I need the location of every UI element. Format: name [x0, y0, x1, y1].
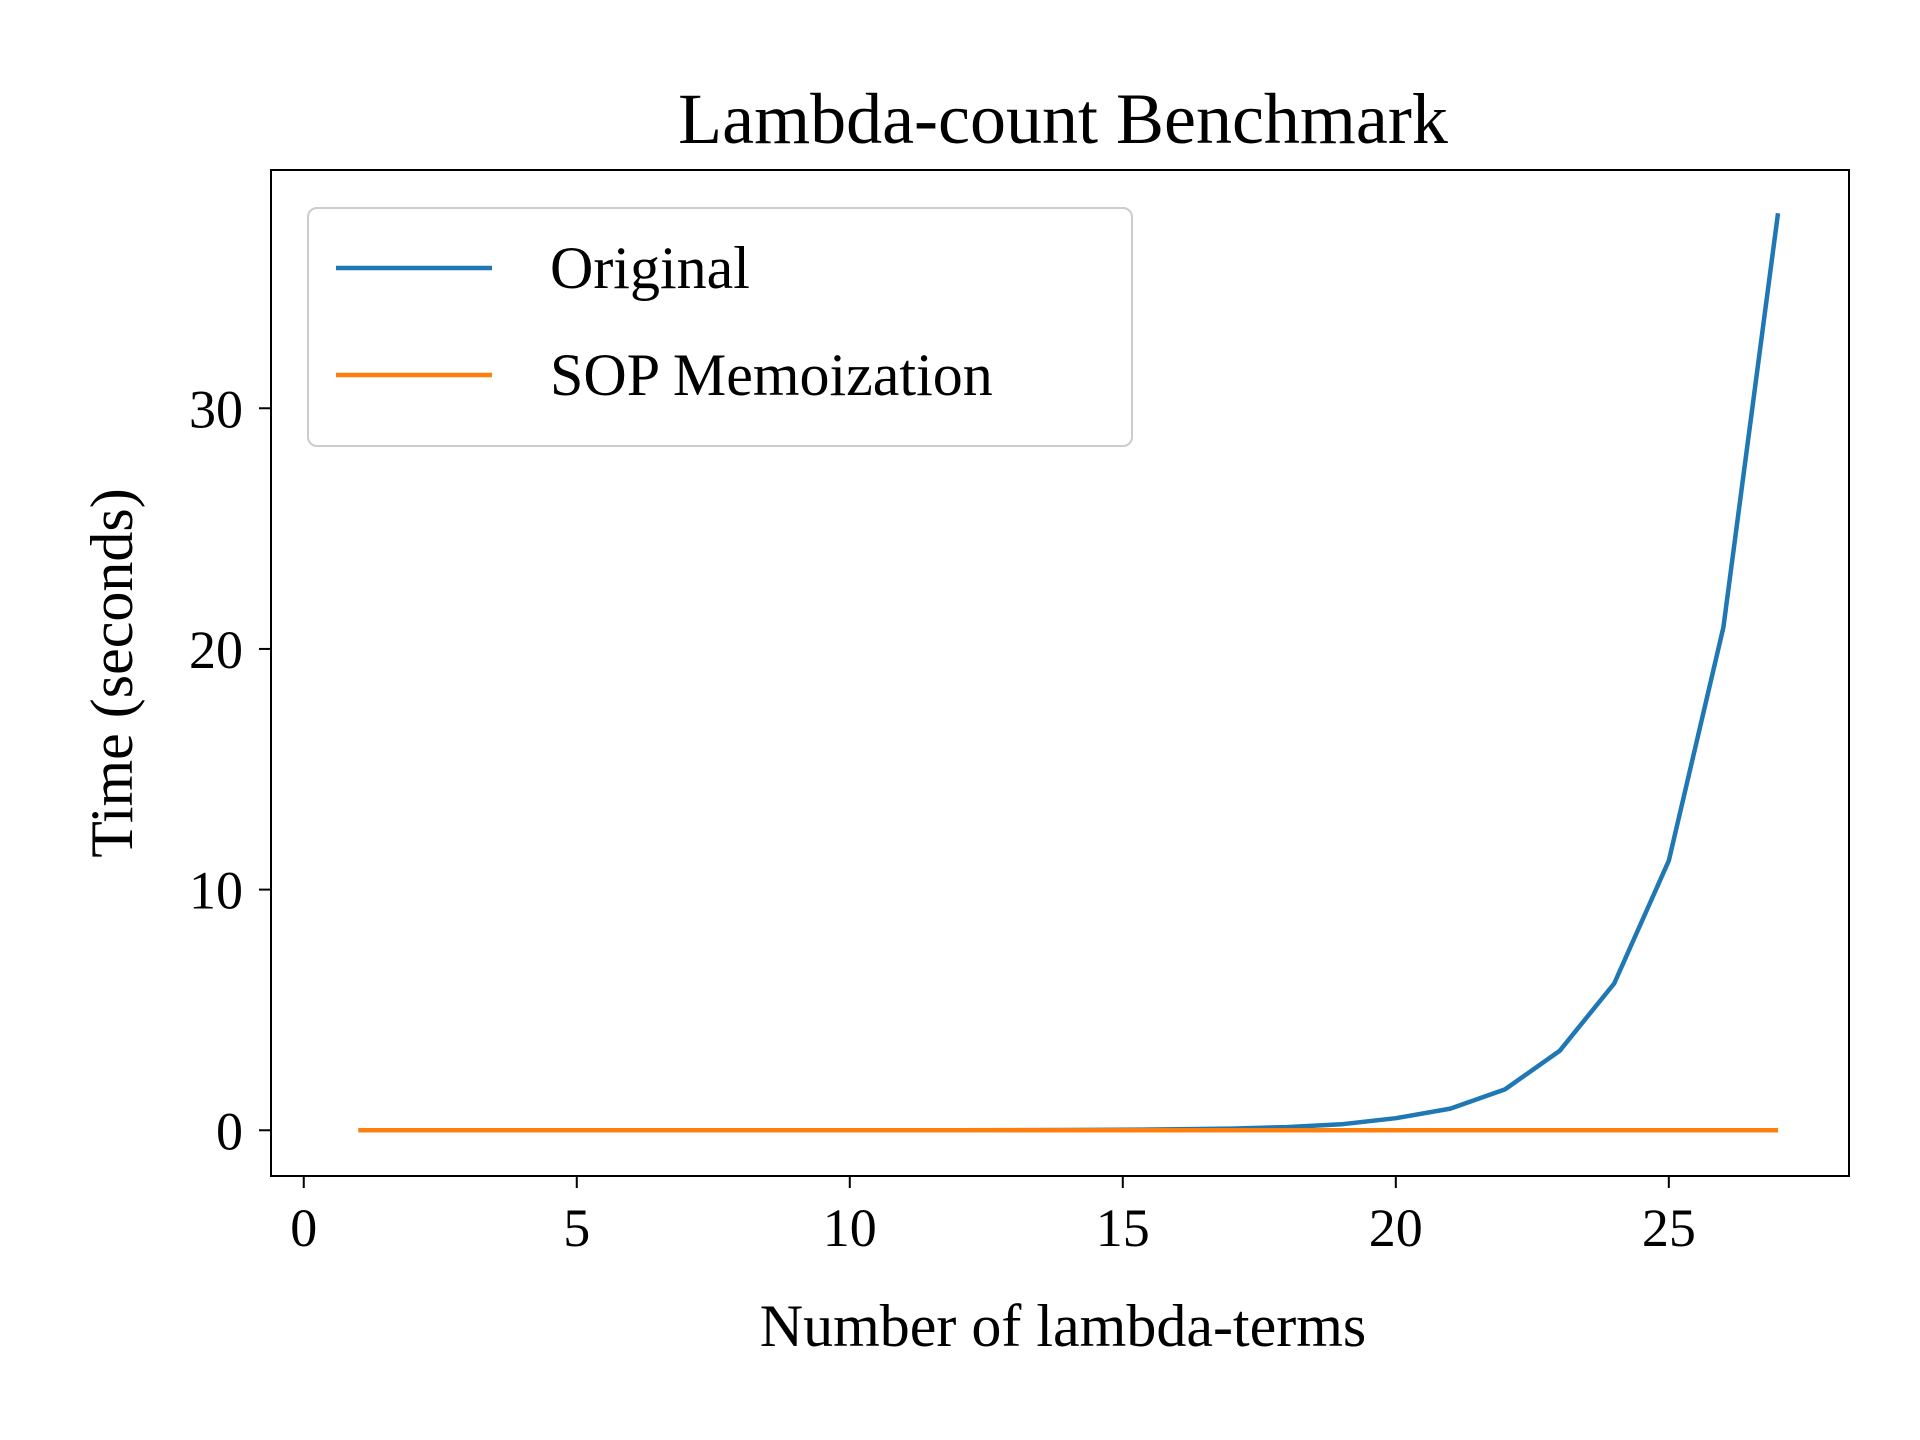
legend-label: Original: [550, 235, 750, 301]
legend: Original SOP Memoization: [307, 207, 1133, 447]
plot-area: [270, 169, 1850, 1177]
series-layer: [358, 213, 1781, 1133]
x-tick-label: 15: [1096, 1198, 1150, 1258]
legend-label: SOP Memoization: [550, 342, 993, 408]
plot-frame: [270, 169, 1850, 1177]
y-tick-label: 0: [216, 1101, 243, 1161]
x-tick-label: 25: [1642, 1198, 1696, 1258]
legend-box: [307, 207, 1133, 447]
x-axis: 0 5 10 15 20 25: [290, 1176, 1696, 1258]
y-axis: 0 10 20 30: [189, 379, 271, 1161]
y-tick-label: 20: [189, 620, 243, 680]
y-axis-label: Time (seconds): [79, 488, 145, 857]
y-tick-label: 30: [189, 379, 243, 439]
legend-entries: Original SOP Memoization: [336, 235, 993, 408]
x-tick-label: 20: [1369, 1198, 1423, 1258]
x-tick-label: 0: [290, 1198, 317, 1258]
x-tick-label: 10: [823, 1198, 877, 1258]
x-axis-label: Number of lambda-terms: [760, 1293, 1366, 1359]
x-tick-label: 5: [563, 1198, 590, 1258]
y-tick-label: 10: [189, 861, 243, 921]
chart-title: Lambda-count Benchmark: [678, 79, 1448, 159]
